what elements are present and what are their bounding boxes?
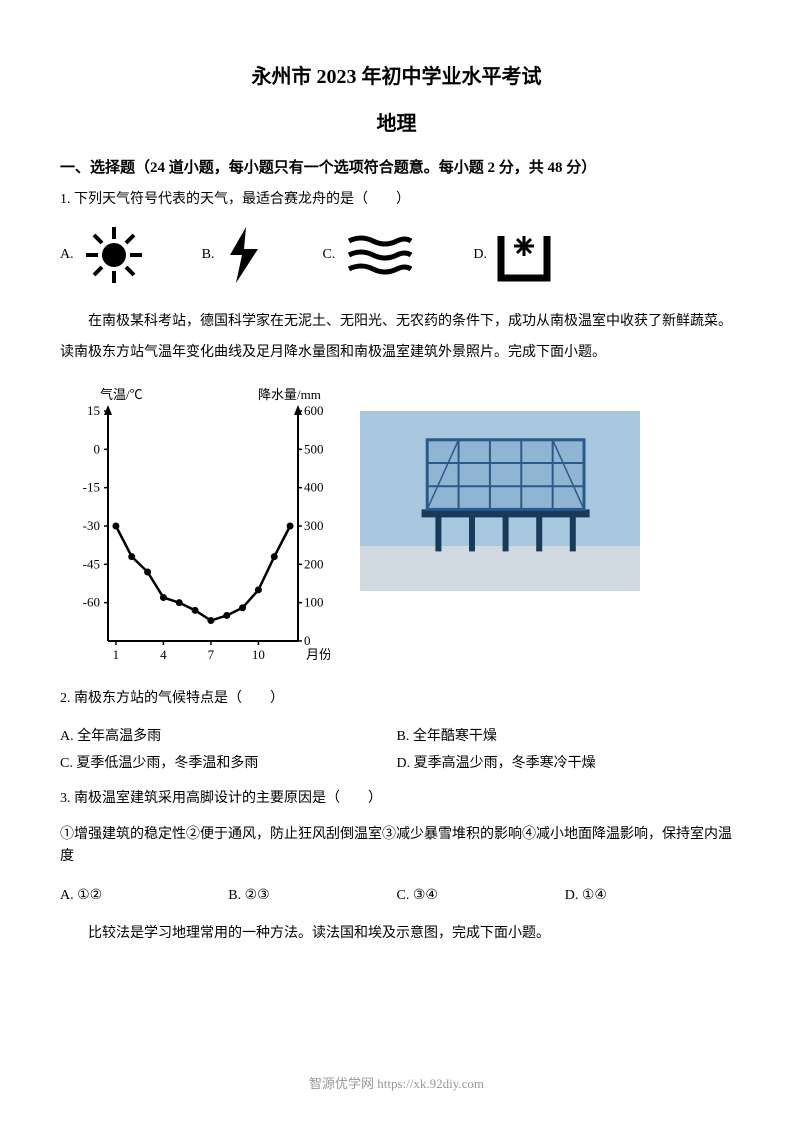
fog-icon bbox=[345, 231, 415, 279]
q1-option-a: A. bbox=[60, 225, 144, 285]
section-header: 一、选择题（24 道小题，每小题只有一个选项符合题意。每小题 2 分，共 48 … bbox=[60, 156, 733, 177]
svg-text:10: 10 bbox=[252, 647, 265, 662]
q3-option-b: B. ②③ bbox=[228, 883, 396, 910]
svg-text:15: 15 bbox=[87, 403, 100, 418]
frost-icon bbox=[497, 228, 551, 282]
sun-icon bbox=[84, 225, 144, 285]
q2-option-d: D. 夏季高温少雨，冬季寒冷干燥 bbox=[397, 751, 734, 778]
svg-text:600: 600 bbox=[304, 403, 324, 418]
svg-text:0: 0 bbox=[304, 633, 311, 648]
chart-photo-row: 气温/℃ 降水量/mm 15 0 -15 -30 -45 -60 600 500 400 300 200… bbox=[60, 381, 733, 676]
q3-option-d: D. ①④ bbox=[565, 883, 733, 910]
q2-option-c: C. 夏季低温少雨，冬季温和多雨 bbox=[60, 751, 397, 778]
passage-1: 在南极某科考站，德国科学家在无泥土、无阳光、无农药的条件下，成功从南极温室中收获… bbox=[60, 307, 733, 369]
svg-text:0: 0 bbox=[94, 441, 101, 456]
svg-text:4: 4 bbox=[160, 647, 167, 662]
svg-text:-30: -30 bbox=[83, 518, 100, 533]
option-label-b: B. bbox=[202, 247, 215, 263]
subject-title: 地理 bbox=[60, 107, 733, 136]
q1-option-d: D. bbox=[473, 228, 551, 282]
svg-text:月份: 月份 bbox=[306, 647, 330, 662]
q3-option-c: C. ③④ bbox=[397, 883, 565, 910]
question-1-text: 1. 下列天气符号代表的天气，最适合赛龙舟的是（ ） bbox=[60, 189, 733, 211]
option-label-d: D. bbox=[473, 247, 487, 263]
svg-text:-15: -15 bbox=[83, 480, 100, 495]
svg-text:-60: -60 bbox=[83, 595, 100, 610]
option-label-c: C. bbox=[322, 247, 335, 263]
question-3-choices: ①增强建筑的稳定性②便于通风，防止狂风刮倒温室③减少暴雪堆积的影响④减小地面降温… bbox=[60, 824, 733, 869]
svg-text:7: 7 bbox=[208, 647, 215, 662]
question-3-text: 3. 南极温室建筑采用高脚设计的主要原因是（ ） bbox=[60, 788, 733, 810]
svg-text:100: 100 bbox=[304, 595, 324, 610]
svg-text:-45: -45 bbox=[83, 556, 100, 571]
svg-text:200: 200 bbox=[304, 556, 324, 571]
svg-text:300: 300 bbox=[304, 518, 324, 533]
greenhouse-photo bbox=[360, 411, 640, 591]
q2-options: A. 全年高温多雨 B. 全年酷寒干燥 C. 夏季低温少雨，冬季温和多雨 D. … bbox=[60, 724, 733, 777]
q3-options: A. ①② B. ②③ C. ③④ D. ①④ bbox=[60, 883, 733, 910]
svg-text:降水量/mm: 降水量/mm bbox=[258, 387, 321, 402]
svg-text:400: 400 bbox=[304, 480, 324, 495]
passage-2: 比较法是学习地理常用的一种方法。读法国和埃及示意图，完成下面小题。 bbox=[60, 919, 733, 950]
svg-text:1: 1 bbox=[113, 647, 120, 662]
option-label-a: A. bbox=[60, 247, 74, 263]
q2-option-b: B. 全年酷寒干燥 bbox=[397, 724, 734, 751]
footer-text: 智源优学网 https://xk.92diy.com bbox=[0, 1073, 793, 1092]
q1-option-c: C. bbox=[322, 231, 415, 279]
q2-option-a: A. 全年高温多雨 bbox=[60, 724, 397, 751]
climate-chart: 气温/℃ 降水量/mm 15 0 -15 -30 -45 -60 600 500 400 300 200… bbox=[60, 381, 330, 676]
lightning-icon bbox=[224, 225, 264, 285]
svg-text:500: 500 bbox=[304, 441, 324, 456]
svg-text:气温/℃: 气温/℃ bbox=[100, 387, 143, 402]
q1-options-row: A. B. C. bbox=[60, 225, 733, 285]
question-2-text: 2. 南极东方站的气候特点是（ ） bbox=[60, 688, 733, 710]
q3-option-a: A. ①② bbox=[60, 883, 228, 910]
q1-option-b: B. bbox=[202, 225, 265, 285]
page-title: 永州市 2023 年初中学业水平考试 bbox=[60, 60, 733, 89]
